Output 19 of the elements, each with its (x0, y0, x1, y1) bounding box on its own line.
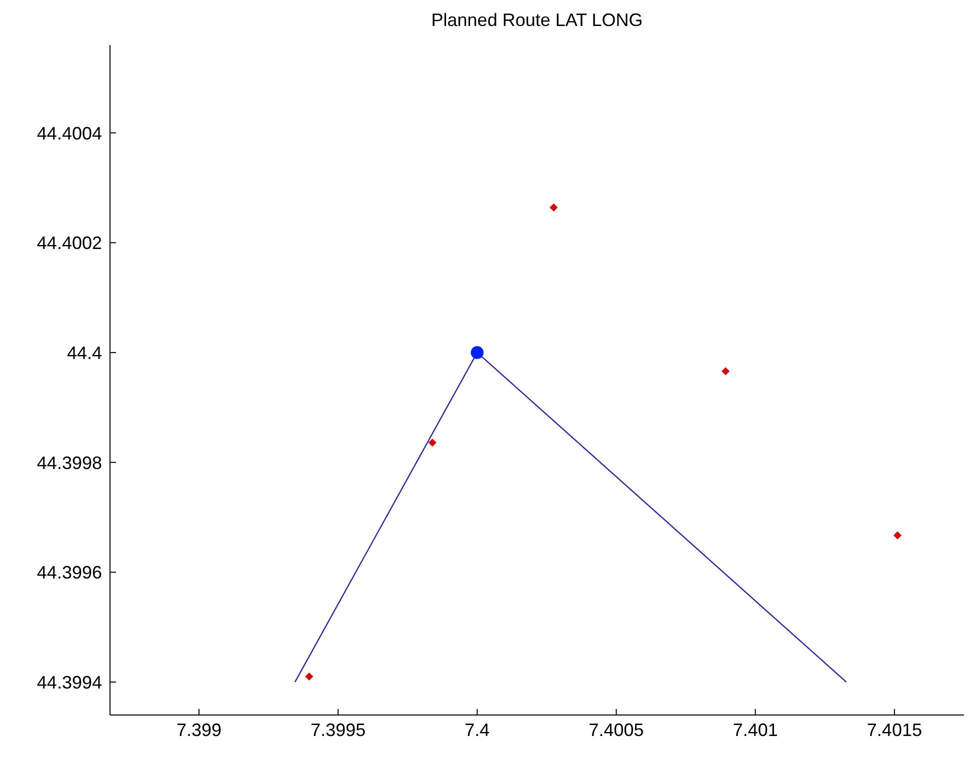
y-tick-label: 44.3994 (36, 672, 102, 692)
x-tick-label: 7.4 (464, 720, 490, 740)
x-tick-label: 7.4015 (866, 720, 922, 740)
x-tick-label: 7.401 (732, 720, 778, 740)
chart-title: Planned Route LAT LONG (430, 9, 644, 32)
x-tick-label: 7.399 (176, 720, 222, 740)
y-tick-label: 44.3998 (36, 452, 102, 473)
y-tick-label: 44.4 (66, 342, 102, 363)
point (428, 438, 436, 447)
point (470, 346, 484, 359)
y-tick-label: 44.4002 (36, 233, 102, 254)
x-tick-label: 7.4005 (588, 720, 644, 740)
x-tick-label: 7.3995 (310, 720, 366, 740)
y-tick-label: 44.3996 (36, 562, 102, 583)
point (722, 367, 730, 376)
y-tick-label: 44.4004 (36, 123, 102, 144)
point (894, 531, 902, 540)
point (305, 672, 314, 681)
point (550, 204, 558, 212)
